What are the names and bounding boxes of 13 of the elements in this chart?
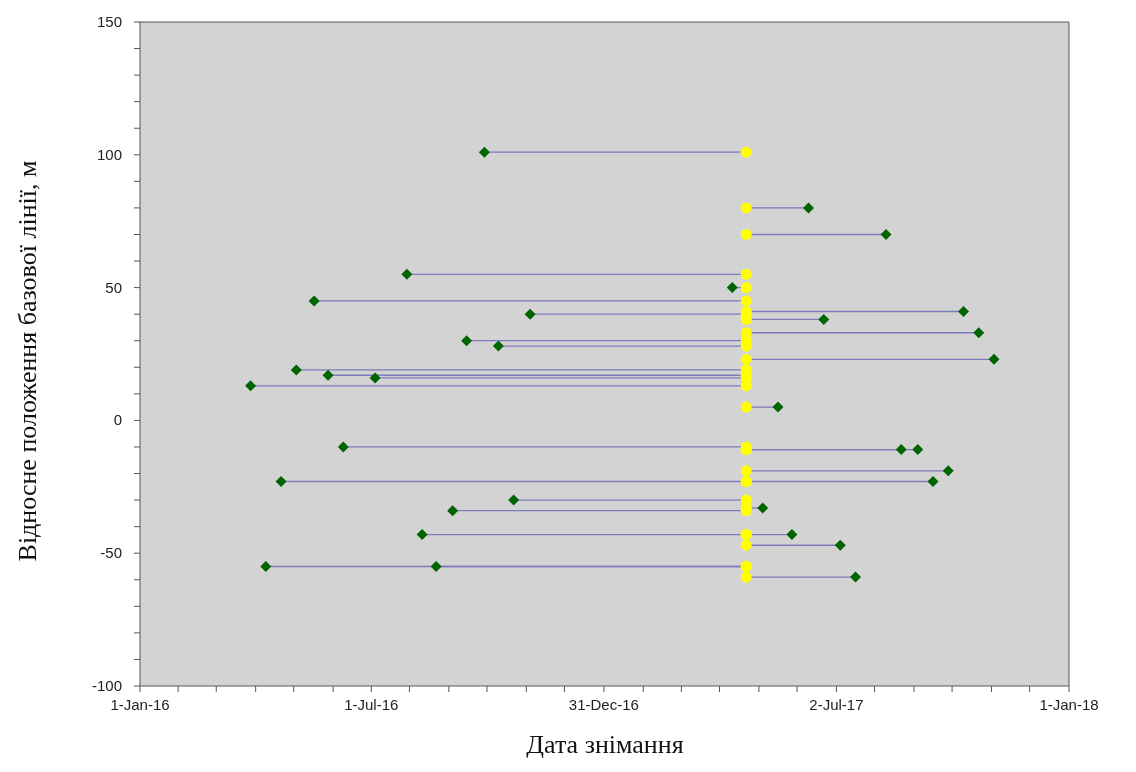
x-axis-title: Дата знімання bbox=[525, 730, 685, 760]
x-tick-label: 1-Jan-18 bbox=[1039, 696, 1099, 713]
y-tick-label: -100 bbox=[91, 677, 122, 694]
y-tick-label: 0 bbox=[113, 411, 122, 429]
y-tick-label: 150 bbox=[96, 13, 122, 30]
x-tick-label: 1-Jul-16 bbox=[344, 696, 399, 713]
y-tick-label: 50 bbox=[105, 278, 122, 296]
y-tick-label: -50 bbox=[100, 544, 122, 562]
y-axis-title: Відносне положення базової лінії, м bbox=[13, 160, 43, 561]
x-tick-label: 31-Dec-16 bbox=[568, 696, 639, 713]
y-tick-label: 100 bbox=[96, 145, 122, 163]
x-tick-label: 2-Jul-17 bbox=[809, 696, 864, 713]
x-tick-label: 1-Jan-16 bbox=[110, 696, 170, 713]
